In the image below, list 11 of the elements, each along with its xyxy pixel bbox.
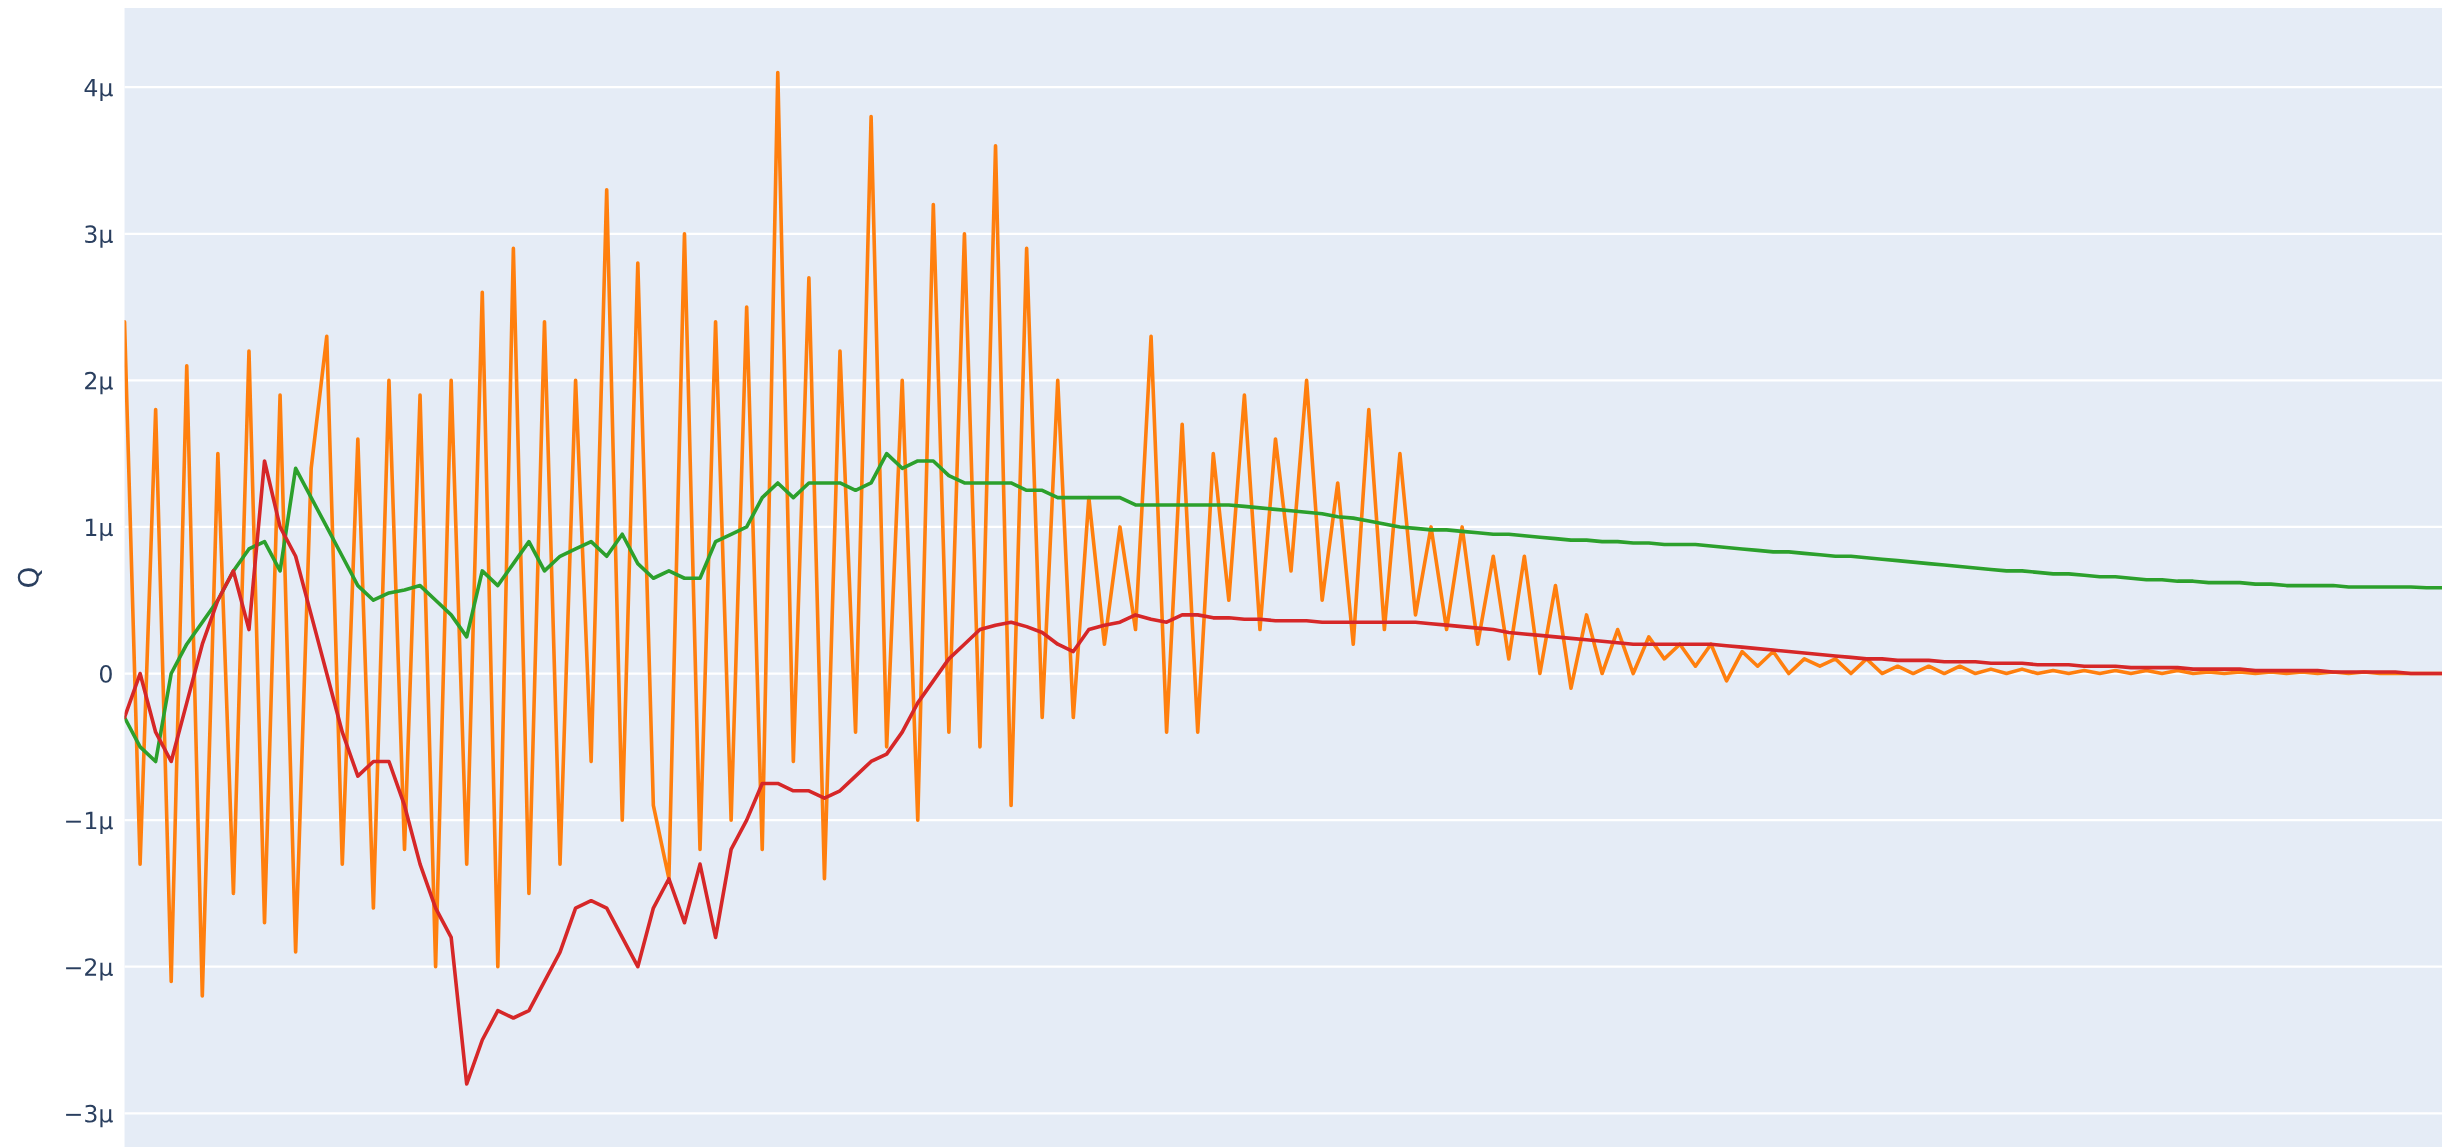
- y-tick-label: 1μ: [85, 518, 113, 541]
- y-tick-label: 3μ: [85, 225, 113, 248]
- y-tick-label: −3μ: [66, 1104, 113, 1128]
- line-series: [124, 451, 2442, 764]
- y-tick-label: 2μ: [85, 371, 113, 395]
- y-tick-label: 4μ: [84, 78, 113, 102]
- y-tick-label: −1μ: [66, 811, 113, 834]
- y-axis-title: Q: [17, 568, 42, 587]
- line-series: [124, 459, 2442, 1086]
- y-tick-label: 0: [99, 664, 112, 683]
- y-tick-label: −2μ: [66, 958, 113, 981]
